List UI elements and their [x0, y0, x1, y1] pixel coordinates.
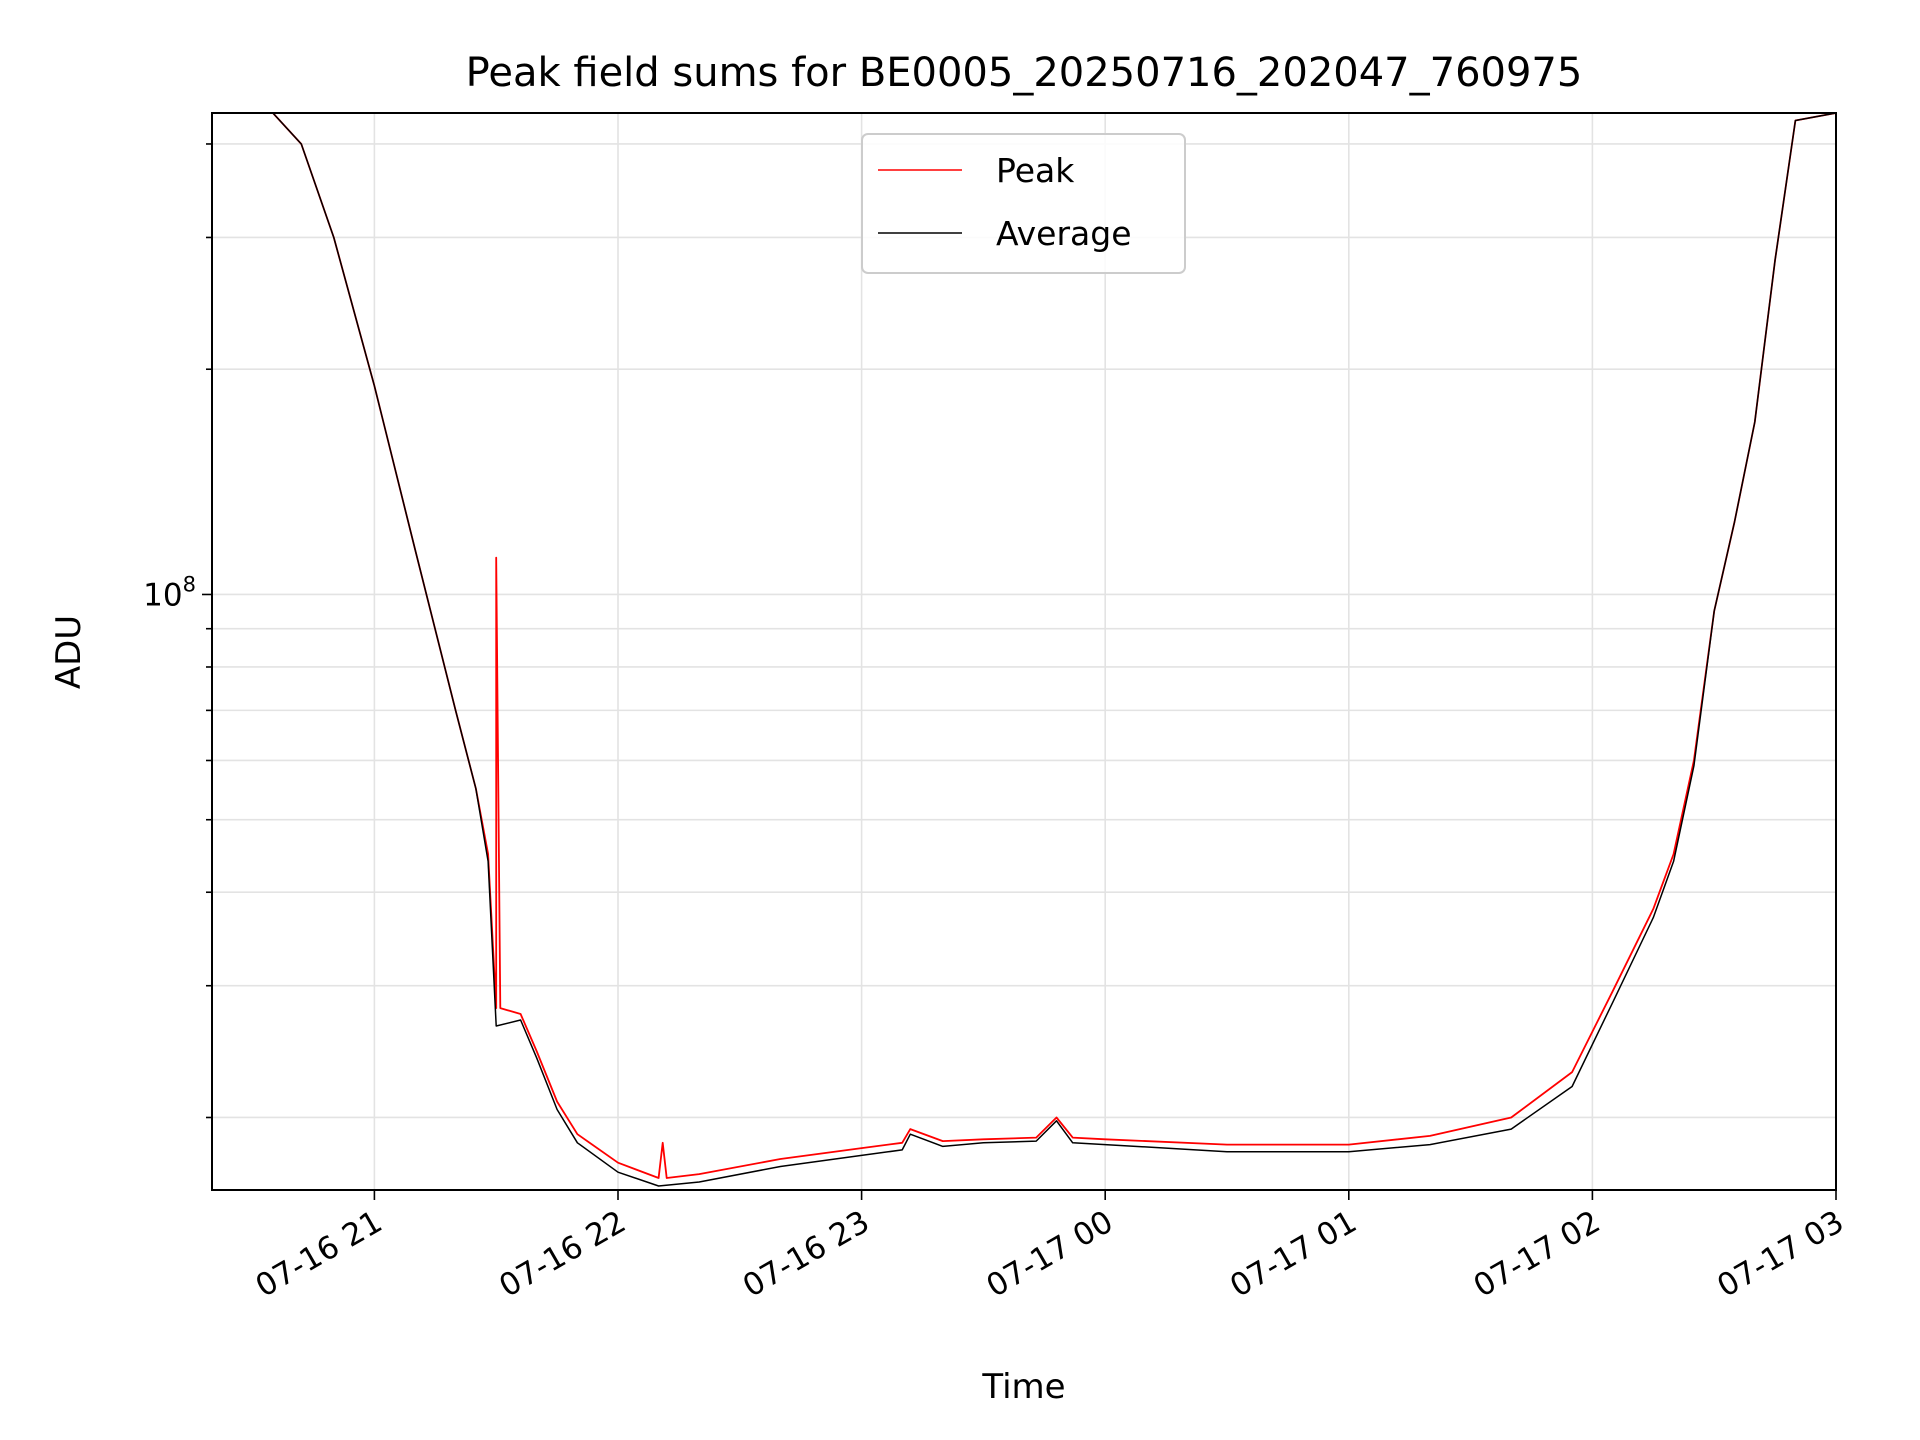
series-line-average [212, 112, 1837, 1187]
y-tick-label: 108 [143, 572, 196, 613]
legend-box [861, 133, 1186, 274]
chart-title: Peak field sums for BE0005_20250716_2020… [466, 50, 1583, 96]
x-axis-label: Time [981, 1367, 1065, 1407]
legend-label-peak: Peak [996, 151, 1075, 190]
plot-frame [211, 112, 1837, 1191]
legend-label-average: Average [996, 214, 1132, 253]
y-axis-ticks: 108 [143, 143, 212, 1119]
legend: Peak Average [861, 133, 1186, 274]
series-group [212, 112, 1837, 1187]
y-axis-label: ADU [49, 615, 89, 689]
